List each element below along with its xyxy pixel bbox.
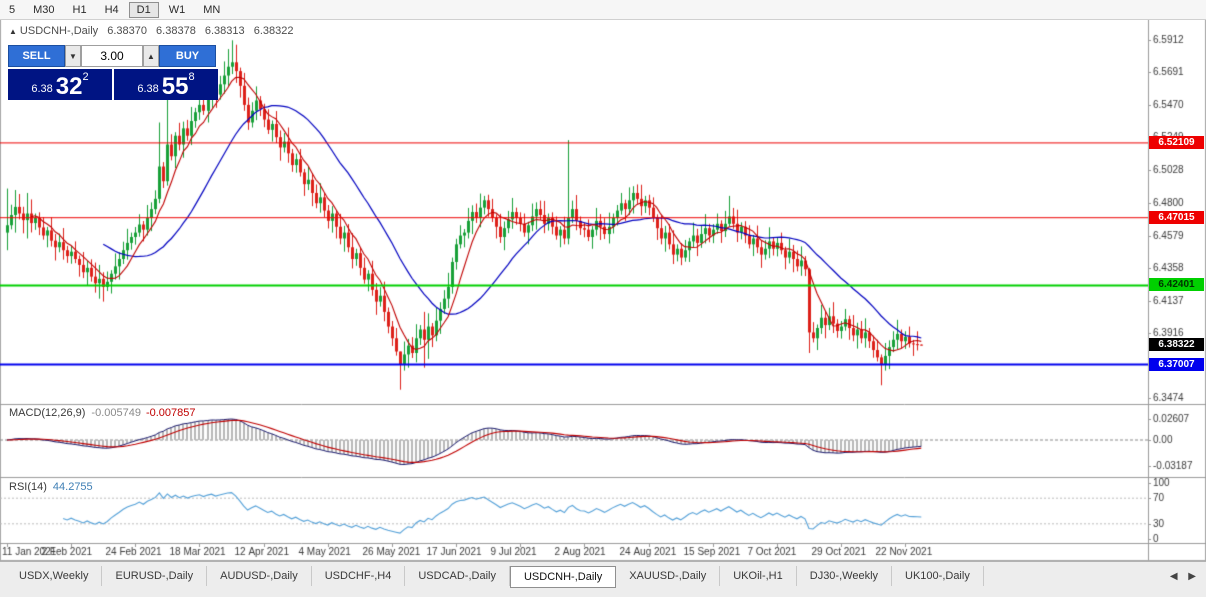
chart-tab-audusd-daily[interactable]: AUDUSD-,Daily: [207, 566, 312, 586]
volume-input[interactable]: [81, 45, 143, 67]
chart-tab-eurusd-daily[interactable]: EURUSD-,Daily: [102, 566, 208, 586]
macd-indicator-label: MACD(12,26,9) -0.005749 -0.007857: [9, 407, 196, 419]
timeframe-button-w1[interactable]: W1: [168, 3, 186, 16]
buy-price-sup: 8: [188, 71, 195, 83]
chart-tab-usdcad-daily[interactable]: USDCAD-,Daily: [405, 566, 510, 586]
price-level-tag-6.42401: 6.42401: [1149, 278, 1204, 291]
chart-tab-ukoil-h1[interactable]: UKOil-,H1: [720, 566, 797, 586]
chart-tabs: USDX,Weekly EURUSD-,Daily AUDUSD-,Daily USD…: [0, 562, 1206, 588]
chart-tab-bar: USDX,Weekly EURUSD-,Daily AUDUSD-,Daily USD…: [0, 561, 1206, 597]
chart-ohlc-title: ▲ USDCNH-,Daily 6.38370 6.38378 6.38313 6…: [9, 25, 293, 37]
timeframe-button-h1[interactable]: H1: [72, 3, 87, 16]
buy-price-big: 55: [161, 73, 189, 100]
price-level-tag-6.52109: 6.52109: [1149, 136, 1204, 149]
sell-price-big: 32: [55, 73, 83, 100]
rsi-value: 44.2755: [52, 481, 93, 493]
chevron-down-icon: ▼: [69, 51, 77, 61]
timeframe-button-d1[interactable]: D1: [128, 1, 159, 18]
chart-tab-usdchf-h4[interactable]: USDCHF-,H4: [312, 566, 406, 586]
tab-scroll-arrows: ◀ ▶: [1162, 571, 1196, 582]
sell-price-sup: 2: [82, 71, 89, 83]
ohlc-low-value: 6.38313: [204, 25, 245, 37]
buy-price-display[interactable]: 6.38 55 8: [114, 69, 218, 100]
chart-tab-xauusd-daily[interactable]: XAUUSD-,Daily: [616, 566, 721, 586]
macd-name: MACD(12,26,9): [9, 407, 86, 419]
rsi-name: RSI(14): [9, 481, 47, 493]
chart-tab-usdcnh-daily[interactable]: USDCNH-,Daily: [509, 566, 617, 588]
one-click-toggle-icon[interactable]: ▲: [9, 27, 17, 36]
timeframe-button-h4[interactable]: H4: [104, 3, 119, 16]
macd-main-value: -0.005749: [91, 407, 141, 419]
timeframe-button-5[interactable]: 5: [9, 3, 16, 16]
volume-decrease-button[interactable]: ▼: [65, 45, 81, 67]
timeframe-button-m30[interactable]: M30: [33, 3, 55, 16]
chevron-up-icon: ▲: [147, 51, 155, 61]
timeframe-toolbar: 5 M30 H1 H4 D1 W1 MN: [0, 0, 1206, 20]
chart-tab-uk100-daily[interactable]: UK100-,Daily: [892, 566, 984, 586]
buy-button[interactable]: BUY: [159, 45, 216, 67]
sell-price-prefix: 6.38: [31, 83, 53, 95]
rsi-indicator-label: RSI(14) 44.2755: [9, 481, 93, 493]
price-level-tag-6.47015: 6.47015: [1149, 211, 1204, 224]
tabs-scroll-right-button[interactable]: ▶: [1188, 571, 1196, 582]
volume-increase-button[interactable]: ▲: [143, 45, 159, 67]
tabs-scroll-left-button[interactable]: ◀: [1169, 571, 1178, 582]
macd-signal-value: -0.007857: [145, 407, 196, 419]
current-price-tag: 6.38322: [1149, 338, 1204, 351]
chart-tab-dj30-weekly[interactable]: DJ30-,Weekly: [797, 566, 893, 586]
sell-price-display[interactable]: 6.38 32 2: [8, 69, 112, 100]
price-level-tag-6.37007: 6.37007: [1149, 358, 1204, 371]
ohlc-high-value: 6.38378: [156, 25, 196, 37]
ohlc-open-value: 6.38370: [107, 25, 147, 37]
chart-symbol-label: USDCNH-,Daily: [19, 25, 99, 37]
timeframe-button-mn[interactable]: MN: [203, 3, 221, 16]
buy-price-prefix: 6.38: [137, 83, 159, 95]
chart-tab-usdx-weekly[interactable]: USDX,Weekly: [6, 566, 103, 586]
one-click-trading-panel: SELL ▼ ▲ BUY 6.38 32 2 6.38 55 8: [8, 45, 220, 100]
ohlc-close-value: 6.38322: [253, 25, 294, 37]
sell-button[interactable]: SELL: [8, 45, 65, 67]
